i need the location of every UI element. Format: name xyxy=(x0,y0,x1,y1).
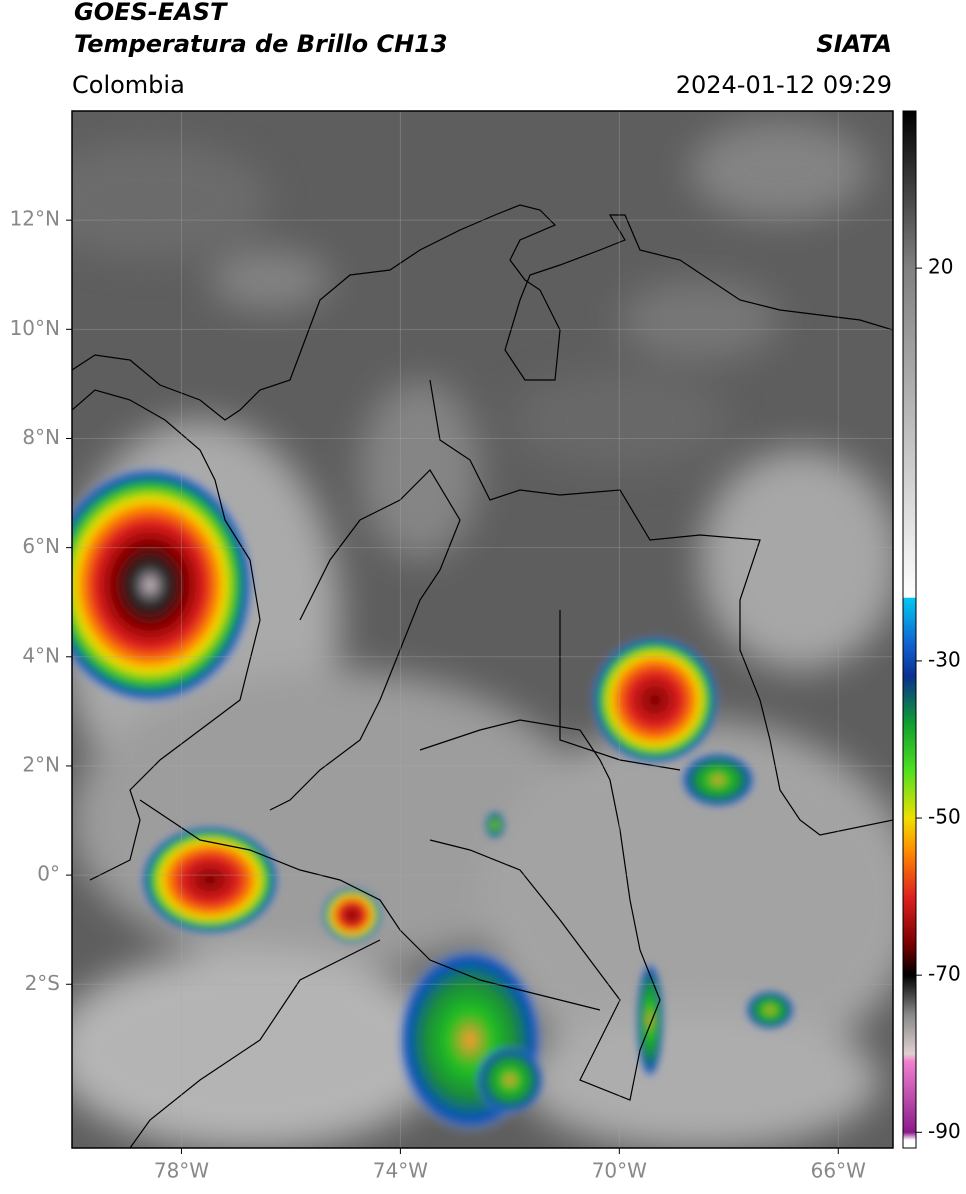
y-tick-label: 2°N xyxy=(22,752,60,776)
y-tick-label: 0° xyxy=(37,862,60,886)
y-tick-label: 12°N xyxy=(10,207,60,231)
borders xyxy=(72,204,893,1148)
colorbar-tick-label: -70 xyxy=(928,962,961,986)
x-tick-label: 66°W xyxy=(811,1159,866,1183)
colorbar-tick-label: -30 xyxy=(928,647,961,671)
y-tick-label: 10°N xyxy=(10,316,60,340)
x-tick-label: 74°W xyxy=(373,1159,428,1183)
colorbar-tick-label: -90 xyxy=(928,1119,961,1143)
x-tick-label: 78°W xyxy=(154,1159,209,1183)
colorbar-tick-label: -50 xyxy=(928,805,961,829)
subtitle: Temperatura de Brillo CH13 xyxy=(74,30,448,58)
colorbar-tick-label: 20 xyxy=(928,255,953,279)
graticule: 78°W 74°W 70°W 66°W 12°N 10°N 8°N 6°N 4°N 2°N 0° 2°… xyxy=(10,111,893,1183)
y-tick-label: 2°S xyxy=(25,971,60,995)
y-tick-label: 6°N xyxy=(22,534,60,558)
y-tick-label: 4°N xyxy=(22,643,60,667)
source: SIATA xyxy=(816,30,892,58)
map-frame xyxy=(71,110,894,1149)
colorbar xyxy=(902,110,917,1149)
timestamp: 2024-01-12 09:29 xyxy=(676,71,892,99)
title: GOES-EAST xyxy=(74,0,228,26)
y-tick-label: 8°N xyxy=(22,425,60,449)
region: Colombia xyxy=(72,71,185,99)
x-tick-label: 70°W xyxy=(592,1159,647,1183)
satellite-image xyxy=(72,111,893,1148)
